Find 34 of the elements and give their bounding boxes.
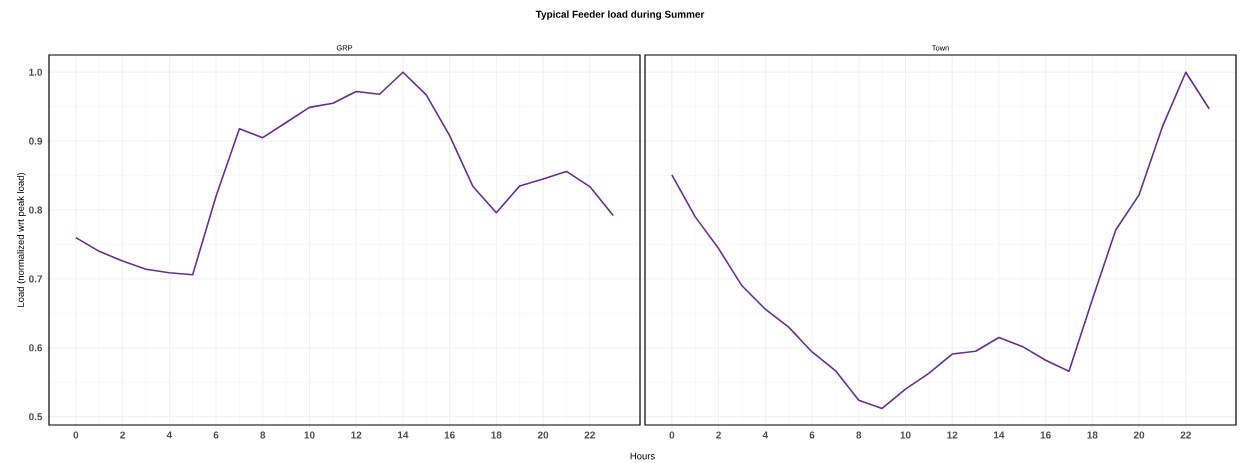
x-tick-label: 4: [762, 431, 769, 439]
x-tick-label: 16: [444, 431, 455, 439]
y-tick-label: 0.8: [29, 206, 43, 214]
x-tick-label: 18: [1087, 431, 1098, 439]
x-tick-label: 2: [120, 431, 125, 439]
x-tick-label: 22: [1180, 431, 1191, 439]
x-tick-label: 6: [213, 431, 219, 439]
x-axis-title: Hours: [630, 452, 655, 460]
x-tick-label: 4: [166, 431, 173, 439]
y-tick-label: 0.9: [29, 137, 43, 145]
x-tick-label: 18: [491, 431, 502, 439]
x-tick-label: 22: [584, 431, 595, 439]
y-tick-label: 0.6: [29, 344, 43, 352]
line-series: [75, 71, 614, 276]
x-tick-label: 12: [947, 431, 958, 439]
x-tick-label: 14: [398, 431, 409, 439]
x-tick-label: 8: [260, 431, 266, 439]
x-tick-label: 2: [716, 431, 721, 439]
y-tick-label: 0.7: [29, 275, 43, 283]
x-tick-label: 20: [537, 431, 549, 439]
x-tick-label: 8: [856, 431, 862, 439]
x-tick-label: 0: [669, 431, 675, 439]
y-tick-label: 0.5: [29, 413, 43, 421]
y-tick-label: 1.0: [29, 68, 43, 76]
x-tick-label: 10: [304, 431, 315, 439]
chart-title: Typical Feeder load during Summer: [535, 10, 705, 20]
x-tick-label: 20: [1133, 431, 1145, 439]
x-tick-label: 6: [809, 431, 815, 439]
x-tick-label: 16: [1040, 431, 1051, 439]
y-axis-title: Load (normalized wrt peak load): [16, 173, 26, 307]
x-tick-label: 12: [351, 431, 362, 439]
x-tick-label: 14: [994, 431, 1005, 439]
x-tick-label: 10: [900, 431, 911, 439]
x-tick-label: 0: [73, 431, 79, 439]
